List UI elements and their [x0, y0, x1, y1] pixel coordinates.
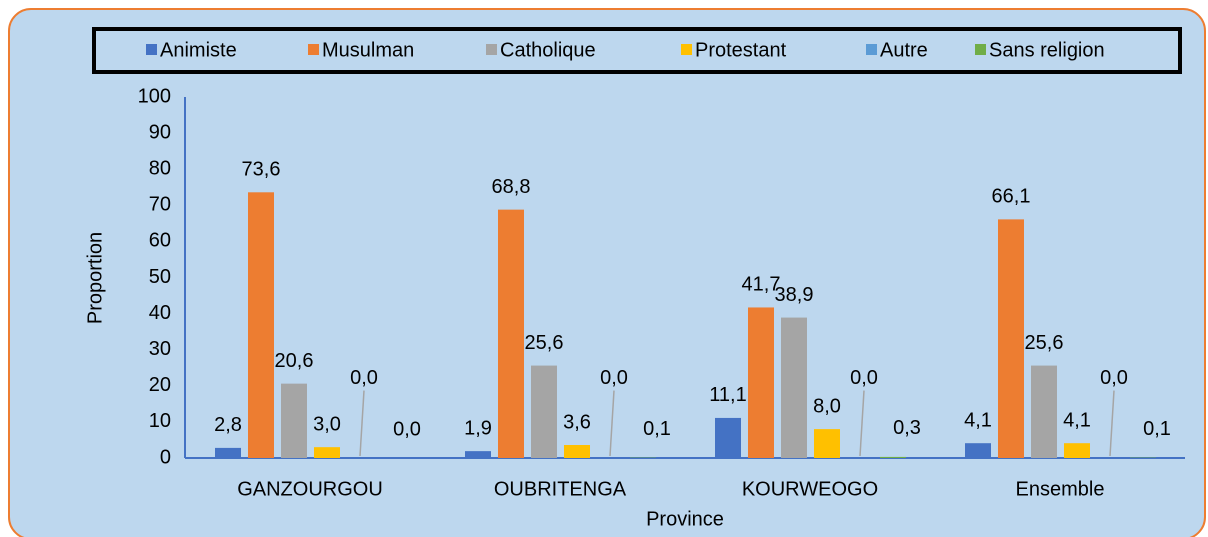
bar: [314, 447, 340, 458]
bar: [715, 417, 741, 458]
legend-label: Protestant: [695, 39, 787, 61]
data-label: 0,3: [893, 417, 921, 439]
y-tick-label: 80: [149, 157, 171, 179]
legend-label: Autre: [880, 39, 928, 61]
data-label: 8,0: [813, 395, 841, 417]
bar: [965, 443, 991, 458]
bar: [564, 445, 590, 458]
data-label: 41,7: [742, 274, 781, 296]
legend-swatch: [866, 44, 877, 55]
legend-swatch: [146, 44, 157, 55]
y-tick-label: 0: [160, 446, 171, 468]
bar: [248, 192, 274, 458]
y-tick-label: 40: [149, 302, 171, 324]
legend-label: Animiste: [160, 39, 237, 61]
data-label: 0,0: [850, 367, 878, 389]
y-tick-label: 60: [149, 230, 171, 252]
data-label: 0,1: [643, 418, 671, 440]
bar: [531, 365, 557, 458]
bar: [215, 447, 241, 458]
legend-swatch: [681, 44, 692, 55]
data-label: 0,0: [350, 367, 378, 389]
data-label: 73,6: [242, 159, 281, 181]
data-label: 25,6: [525, 332, 564, 354]
y-axis-title: Proportion: [84, 232, 106, 324]
leader-line: [859, 390, 865, 457]
legend-box: [92, 27, 1182, 74]
x-tick-label: KOURWEOGO: [742, 478, 878, 500]
data-label: 3,6: [563, 411, 591, 433]
bar: [748, 307, 774, 458]
bar: [1031, 365, 1057, 458]
x-tick-label: GANZOURGOU: [237, 478, 383, 500]
data-label: 20,6: [275, 350, 314, 372]
bar: [781, 317, 807, 458]
data-label: 0,0: [600, 367, 628, 389]
x-tick-label: OUBRITENGA: [494, 478, 627, 500]
y-tick-label: 50: [149, 266, 171, 288]
y-tick-label: 20: [149, 374, 171, 396]
data-label: 4,1: [1063, 409, 1091, 431]
legend-swatch: [975, 44, 986, 55]
data-label: 3,0: [313, 413, 341, 435]
bar: [281, 383, 307, 458]
data-label: 0,0: [1100, 367, 1128, 389]
bar: [998, 219, 1024, 458]
leader-line: [609, 390, 615, 457]
legend-swatch: [308, 44, 319, 55]
y-tick-label: 90: [149, 121, 171, 143]
data-label: 2,8: [214, 414, 242, 436]
data-label: 38,9: [775, 284, 814, 306]
y-tick-label: 100: [138, 85, 171, 107]
data-label: 0,1: [1143, 418, 1171, 440]
data-label: 4,1: [964, 409, 992, 431]
leader-line: [359, 390, 365, 457]
leader-line: [1109, 390, 1115, 457]
x-tick-label: Ensemble: [1016, 478, 1105, 500]
y-tick-label: 70: [149, 194, 171, 216]
data-label: 11,1: [709, 384, 746, 406]
data-label: 25,6: [1025, 332, 1064, 354]
legend-swatch: [486, 44, 497, 55]
bar: [1064, 443, 1090, 458]
legend-label: Sans religion: [989, 39, 1105, 61]
data-label: 0,0: [393, 418, 421, 440]
x-axis-title: Province: [646, 508, 724, 530]
bar: [498, 209, 524, 458]
legend-label: Catholique: [500, 39, 596, 61]
bar: [465, 451, 491, 458]
legend-label: Musulman: [322, 39, 414, 61]
bar: [880, 456, 906, 458]
data-label: 1,9: [464, 417, 492, 439]
data-label: 66,1: [992, 186, 1031, 208]
bar: [814, 429, 840, 458]
data-label: 68,8: [492, 176, 531, 198]
y-tick-label: 30: [149, 338, 171, 360]
chart-background: [8, 8, 1206, 537]
y-tick-label: 10: [149, 410, 171, 432]
